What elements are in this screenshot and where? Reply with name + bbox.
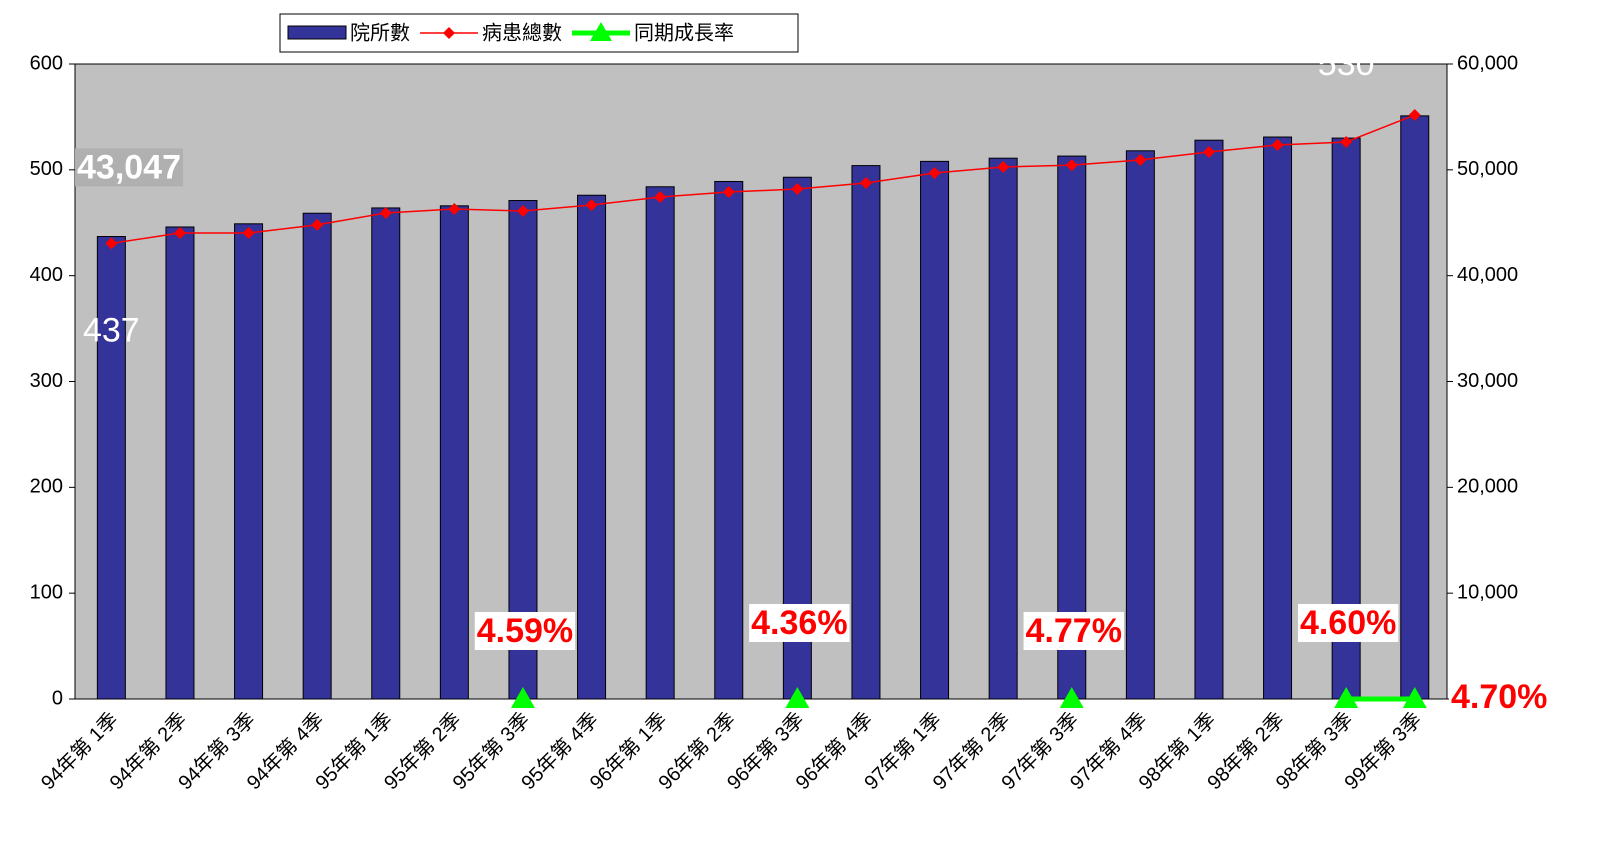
- bar: [165, 226, 195, 700]
- legend-label: 院所數: [350, 21, 410, 44]
- bar: [96, 236, 126, 700]
- triangle-marker: [1334, 686, 1359, 708]
- diamond-marker: [722, 186, 735, 199]
- diamond-marker: [311, 218, 324, 231]
- diamond-marker: [1134, 153, 1147, 166]
- data-label: 4.77%: [1026, 612, 1122, 650]
- diamond-marker: [1340, 135, 1353, 148]
- bar: [714, 180, 744, 700]
- data-label: 4.60%: [1300, 604, 1396, 642]
- diamond-marker: [928, 167, 941, 180]
- diamond-marker: [791, 182, 804, 195]
- y2-tick-label: 60,000: [1457, 52, 1518, 74]
- diamond-marker: [1408, 109, 1421, 122]
- bar: [371, 207, 401, 700]
- triangle-marker: [510, 686, 535, 708]
- legend: 院所數 病患總數 同期成長率: [279, 13, 799, 53]
- diamond-marker: [654, 191, 667, 204]
- diamond-marker: [585, 198, 598, 211]
- bar: [1125, 150, 1155, 700]
- y-tick-label: 600: [30, 52, 63, 74]
- data-label-bg: [474, 611, 576, 650]
- series-line: [111, 114, 1416, 245]
- triangle-marker: [1059, 686, 1084, 708]
- bar: [1400, 115, 1430, 700]
- data-label: 43,047: [77, 148, 181, 186]
- y-tick-label: 100: [30, 581, 63, 603]
- diamond-marker: [242, 227, 255, 240]
- bar: [302, 212, 332, 700]
- diamond-marker: [173, 227, 186, 240]
- diamond-marker: [379, 207, 392, 220]
- y-tick-label: 300: [30, 370, 63, 392]
- y2-tick-label: 10,000: [1457, 581, 1518, 603]
- diamond-marker: [516, 205, 529, 218]
- data-label: 4.59%: [477, 612, 573, 650]
- legend-label: 病患總數: [482, 21, 562, 44]
- diamond-marker: [859, 176, 872, 189]
- triangle-marker: [1402, 686, 1427, 708]
- bar: [439, 205, 469, 700]
- y-tick-label: 500: [30, 158, 63, 180]
- bar: [645, 186, 675, 700]
- bar: [988, 157, 1018, 700]
- bar: [1263, 136, 1293, 700]
- bar: [920, 160, 950, 700]
- triangle-marker: [785, 686, 810, 708]
- legend-box: [279, 13, 799, 53]
- data-label-bg: [1297, 603, 1399, 642]
- y2-tick-label: 20,000: [1457, 476, 1518, 498]
- y2-tick-label: 40,000: [1457, 264, 1518, 286]
- bar: [234, 223, 264, 700]
- data-label-bg: [749, 603, 850, 642]
- diamond-marker: [1271, 138, 1284, 151]
- diamond-marker: [997, 160, 1010, 173]
- bar: [577, 194, 607, 700]
- legend-swatch: [287, 25, 347, 40]
- y2-tick-label: 50,000: [1457, 158, 1518, 180]
- y-tick-label: 200: [30, 476, 63, 498]
- data-label-bg: [1449, 677, 1550, 716]
- data-label: 437: [83, 311, 140, 349]
- y-tick-label: 0: [52, 687, 63, 709]
- diamond-marker: [1065, 159, 1078, 172]
- bar: [1194, 139, 1224, 700]
- data-label: 4.70%: [1451, 678, 1547, 716]
- bar: [851, 165, 881, 700]
- data-label-bg: [1023, 611, 1124, 650]
- data-label: 530: [1318, 45, 1375, 83]
- data-label: 4.36%: [751, 604, 847, 642]
- legend-marker: [590, 22, 612, 41]
- y-tick-label: 400: [30, 264, 63, 286]
- diamond-marker: [448, 202, 461, 215]
- data-label-bg: [75, 148, 183, 187]
- diamond-marker: [1202, 145, 1215, 158]
- diamond-marker: [105, 237, 118, 250]
- legend-marker: [443, 27, 455, 39]
- legend-label: 同期成長率: [634, 21, 734, 44]
- y2-tick-label: 30,000: [1457, 370, 1518, 392]
